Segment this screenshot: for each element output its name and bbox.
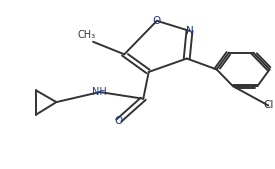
Text: Cl: Cl — [263, 100, 273, 111]
Text: O: O — [153, 16, 161, 26]
Text: O: O — [115, 116, 123, 126]
Text: N: N — [186, 26, 193, 36]
Text: NH: NH — [92, 87, 107, 97]
Text: CH₃: CH₃ — [77, 30, 95, 40]
